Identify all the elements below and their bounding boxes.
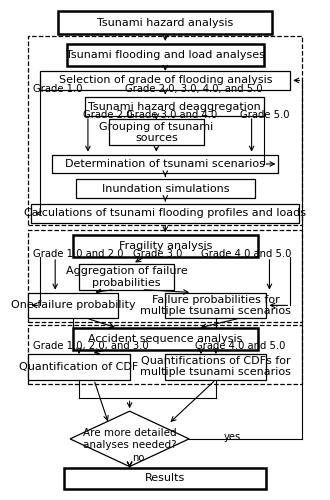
Text: Inundation simulations: Inundation simulations bbox=[102, 184, 229, 194]
Text: yes: yes bbox=[223, 432, 241, 442]
Text: Quantification of CDF: Quantification of CDF bbox=[19, 362, 139, 372]
Text: Grade 1.0, 2.0, and 3.0: Grade 1.0, 2.0, and 3.0 bbox=[33, 341, 148, 351]
Text: Grade 4.0 and 5.0: Grade 4.0 and 5.0 bbox=[195, 341, 285, 351]
Text: Fragility analysis: Fragility analysis bbox=[118, 241, 212, 251]
FancyBboxPatch shape bbox=[52, 154, 279, 174]
Text: Selection of grade of flooding analysis: Selection of grade of flooding analysis bbox=[58, 76, 272, 86]
Text: Failure probabilities for
multiple tsunami scenarios: Failure probabilities for multiple tsuna… bbox=[141, 294, 291, 316]
Text: no: no bbox=[133, 452, 145, 462]
Text: Tsunami hazard analysis: Tsunami hazard analysis bbox=[97, 18, 233, 28]
Text: Grade 2.0: Grade 2.0 bbox=[83, 110, 133, 120]
Text: Quantifications of CDFs for
multiple tsunami scenarios: Quantifications of CDFs for multiple tsu… bbox=[141, 356, 291, 378]
FancyBboxPatch shape bbox=[76, 180, 254, 198]
FancyBboxPatch shape bbox=[73, 235, 257, 257]
Text: Are more detailed
analyses needed?: Are more detailed analyses needed? bbox=[83, 428, 177, 450]
Text: Grade 3.0: Grade 3.0 bbox=[133, 249, 182, 259]
Text: Grouping of tsunami
sources: Grouping of tsunami sources bbox=[99, 122, 214, 143]
FancyBboxPatch shape bbox=[64, 468, 267, 489]
FancyBboxPatch shape bbox=[79, 264, 174, 289]
Text: Aggregation of failure
probabilities: Aggregation of failure probabilities bbox=[66, 266, 187, 287]
Text: Calculations of tsunami flooding profiles and loads: Calculations of tsunami flooding profile… bbox=[24, 208, 306, 218]
FancyBboxPatch shape bbox=[73, 328, 257, 350]
Text: Grade 3.0 and 4.0: Grade 3.0 and 4.0 bbox=[127, 110, 217, 120]
Text: Grade 5.0: Grade 5.0 bbox=[240, 110, 289, 120]
Text: Grade 2.0, 3.0, 4.0, and 5.0: Grade 2.0, 3.0, 4.0, and 5.0 bbox=[125, 84, 263, 94]
Text: Grade 1.0: Grade 1.0 bbox=[33, 84, 82, 94]
Text: One failure probability: One failure probability bbox=[11, 300, 135, 310]
FancyBboxPatch shape bbox=[67, 44, 264, 66]
FancyBboxPatch shape bbox=[58, 10, 273, 34]
Polygon shape bbox=[70, 411, 189, 467]
FancyBboxPatch shape bbox=[85, 97, 264, 116]
Text: Grade 1.0 and 2.0: Grade 1.0 and 2.0 bbox=[33, 249, 123, 259]
FancyBboxPatch shape bbox=[28, 292, 118, 318]
Text: Tsunami hazard deaggregation: Tsunami hazard deaggregation bbox=[88, 102, 261, 112]
Text: Determination of tsunami scenarios: Determination of tsunami scenarios bbox=[65, 159, 265, 169]
FancyBboxPatch shape bbox=[165, 292, 267, 318]
Text: Results: Results bbox=[145, 474, 185, 484]
FancyBboxPatch shape bbox=[31, 204, 299, 223]
Text: Grade 4.0 and 5.0: Grade 4.0 and 5.0 bbox=[201, 249, 291, 259]
Text: Accident sequence analysis: Accident sequence analysis bbox=[88, 334, 243, 344]
FancyBboxPatch shape bbox=[109, 120, 204, 145]
FancyBboxPatch shape bbox=[40, 71, 290, 90]
FancyBboxPatch shape bbox=[28, 354, 130, 380]
FancyBboxPatch shape bbox=[165, 354, 267, 380]
Text: Tsunami flooding and load analyses: Tsunami flooding and load analyses bbox=[66, 50, 265, 59]
